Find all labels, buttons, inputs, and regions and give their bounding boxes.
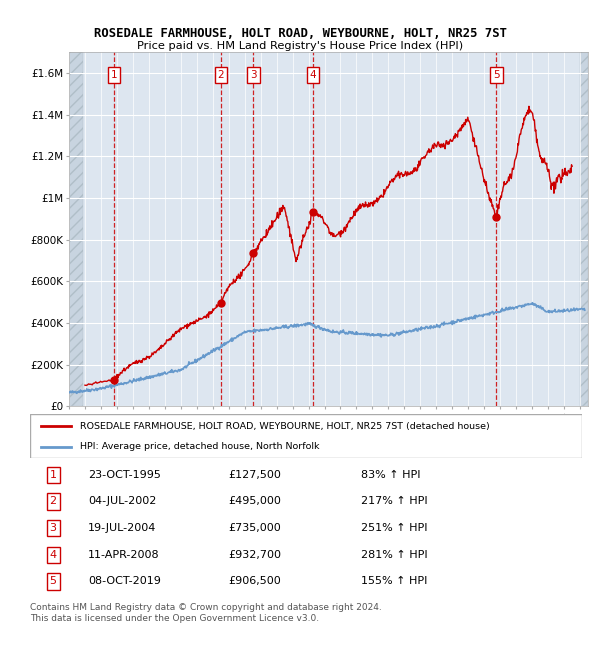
Text: 08-OCT-2019: 08-OCT-2019 — [88, 577, 161, 586]
Text: 2: 2 — [50, 497, 57, 506]
Text: 1: 1 — [110, 70, 117, 80]
Text: 251% ↑ HPI: 251% ↑ HPI — [361, 523, 428, 533]
Text: 04-JUL-2002: 04-JUL-2002 — [88, 497, 157, 506]
Text: £735,000: £735,000 — [229, 523, 281, 533]
Text: Price paid vs. HM Land Registry's House Price Index (HPI): Price paid vs. HM Land Registry's House … — [137, 41, 463, 51]
Text: 5: 5 — [50, 577, 56, 586]
Text: £495,000: £495,000 — [229, 497, 281, 506]
Text: 3: 3 — [250, 70, 257, 80]
Text: 3: 3 — [50, 523, 56, 533]
Text: 4: 4 — [310, 70, 316, 80]
Bar — [580, 52, 588, 406]
Text: 1: 1 — [50, 470, 56, 480]
Text: ROSEDALE FARMHOUSE, HOLT ROAD, WEYBOURNE, HOLT, NR25 7ST: ROSEDALE FARMHOUSE, HOLT ROAD, WEYBOURNE… — [94, 27, 506, 40]
Text: 5: 5 — [493, 70, 500, 80]
Text: 217% ↑ HPI: 217% ↑ HPI — [361, 497, 428, 506]
Text: 19-JUL-2004: 19-JUL-2004 — [88, 523, 157, 533]
Text: 281% ↑ HPI: 281% ↑ HPI — [361, 550, 428, 560]
Text: £906,500: £906,500 — [229, 577, 281, 586]
Text: £127,500: £127,500 — [229, 470, 281, 480]
Text: £932,700: £932,700 — [229, 550, 282, 560]
Text: 155% ↑ HPI: 155% ↑ HPI — [361, 577, 428, 586]
Text: 4: 4 — [50, 550, 57, 560]
Text: 2: 2 — [218, 70, 224, 80]
Text: 83% ↑ HPI: 83% ↑ HPI — [361, 470, 421, 480]
Text: Contains HM Land Registry data © Crown copyright and database right 2024.
This d: Contains HM Land Registry data © Crown c… — [30, 603, 382, 623]
Bar — [69, 52, 83, 406]
Text: ROSEDALE FARMHOUSE, HOLT ROAD, WEYBOURNE, HOLT, NR25 7ST (detached house): ROSEDALE FARMHOUSE, HOLT ROAD, WEYBOURNE… — [80, 422, 490, 431]
Text: HPI: Average price, detached house, North Norfolk: HPI: Average price, detached house, Nort… — [80, 442, 319, 451]
Text: 23-OCT-1995: 23-OCT-1995 — [88, 470, 161, 480]
Text: 11-APR-2008: 11-APR-2008 — [88, 550, 160, 560]
